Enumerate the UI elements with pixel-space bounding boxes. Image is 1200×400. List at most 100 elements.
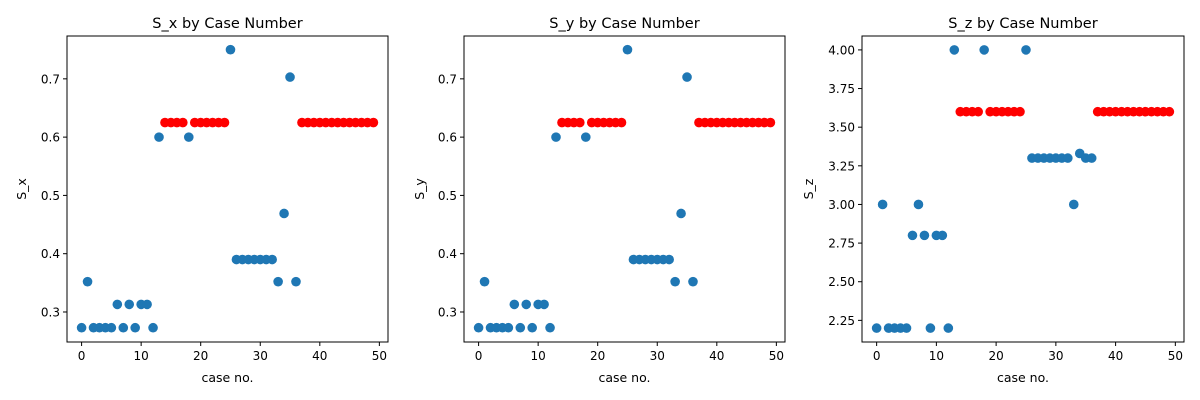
data-point bbox=[273, 276, 283, 287]
data-point bbox=[545, 322, 555, 333]
y-tick-label: 0.5 bbox=[41, 189, 60, 203]
y-ticks: 0.3 0.4 0.5 0.6 0.7 bbox=[438, 72, 464, 319]
data-point bbox=[1068, 199, 1079, 210]
x-ticks: 0 10 20 30 40 50 bbox=[475, 342, 784, 363]
chart-title: S_x by Case Number bbox=[152, 16, 302, 32]
data-point bbox=[521, 299, 532, 310]
x-tick-label: 30 bbox=[650, 349, 665, 363]
data-point bbox=[937, 230, 948, 241]
data-point bbox=[979, 45, 989, 55]
subplot-sx: S_x by Case Number case no. S_x 0 10 20 30 4… bbox=[14, 16, 389, 385]
data-points bbox=[473, 44, 776, 333]
data-point bbox=[907, 230, 918, 241]
y-tick-label: 4.00 bbox=[828, 43, 855, 57]
y-tick-label: 3.75 bbox=[828, 82, 855, 96]
chart-title: S_y by Case Number bbox=[549, 16, 699, 32]
data-point bbox=[479, 276, 490, 287]
y-tick-label: 0.6 bbox=[41, 131, 60, 145]
x-tick-label: 10 bbox=[929, 349, 944, 363]
x-axis-label: case no. bbox=[201, 370, 253, 385]
x-axis-label: case no. bbox=[997, 370, 1049, 385]
data-point bbox=[178, 117, 188, 128]
subplot-sy: S_y by Case Number case no. S_y 0 10 20 30 4… bbox=[412, 16, 786, 385]
x-tick-label: 50 bbox=[372, 349, 387, 363]
data-point bbox=[124, 299, 135, 310]
x-tick-label: 20 bbox=[590, 349, 605, 363]
data-point bbox=[515, 322, 526, 333]
x-ticks: 0 10 20 30 40 50 bbox=[873, 342, 1183, 363]
y-tick-label: 3.25 bbox=[828, 159, 855, 173]
data-point bbox=[539, 299, 549, 310]
y-tick-label: 0.3 bbox=[438, 305, 457, 319]
x-tick-label: 30 bbox=[1048, 349, 1063, 363]
data-point bbox=[1015, 106, 1025, 117]
data-point bbox=[473, 322, 484, 333]
y-axis-label: S_x bbox=[14, 178, 29, 200]
data-point bbox=[901, 323, 912, 333]
data-point bbox=[1164, 106, 1175, 117]
y-ticks: 0.3 0.4 0.5 0.6 0.7 bbox=[41, 72, 67, 319]
data-point bbox=[279, 208, 289, 219]
subplot-sz: S_z by Case Number case no. S_z 0 10 20 30 4… bbox=[801, 16, 1185, 385]
data-point bbox=[527, 322, 537, 333]
data-point bbox=[925, 323, 936, 333]
y-tick-label: 0.5 bbox=[438, 189, 457, 203]
data-point bbox=[267, 254, 277, 265]
y-tick-label: 0.4 bbox=[41, 247, 60, 261]
y-tick-label: 2.50 bbox=[828, 275, 855, 289]
x-tick-label: 10 bbox=[531, 349, 546, 363]
x-tick-label: 0 bbox=[475, 349, 483, 363]
x-tick-label: 0 bbox=[873, 349, 881, 363]
data-point bbox=[142, 299, 152, 310]
data-point bbox=[688, 276, 698, 287]
x-tick-label: 20 bbox=[988, 349, 1003, 363]
axes-frame bbox=[463, 35, 786, 343]
data-point bbox=[285, 72, 295, 82]
data-point bbox=[765, 117, 776, 128]
y-tick-label: 0.6 bbox=[438, 131, 457, 145]
chart-title: S_z by Case Number bbox=[948, 16, 1097, 32]
y-axis-label: S_z bbox=[801, 178, 816, 199]
axes-frame bbox=[861, 35, 1185, 343]
y-tick-label: 0.3 bbox=[41, 305, 60, 319]
x-tick-label: 40 bbox=[1108, 349, 1123, 363]
y-tick-label: 0.4 bbox=[438, 247, 457, 261]
data-point bbox=[919, 230, 930, 241]
data-point bbox=[225, 44, 236, 55]
x-tick-label: 10 bbox=[134, 349, 149, 363]
data-point bbox=[1063, 153, 1073, 163]
data-point bbox=[130, 322, 140, 333]
data-point bbox=[580, 132, 591, 142]
data-point bbox=[877, 199, 888, 210]
data-point bbox=[682, 72, 692, 82]
data-point bbox=[118, 322, 129, 333]
data-point bbox=[664, 254, 674, 265]
data-point bbox=[949, 45, 960, 55]
y-tick-label: 0.7 bbox=[41, 72, 60, 86]
data-point bbox=[551, 132, 561, 142]
data-points bbox=[76, 44, 379, 333]
data-point bbox=[82, 276, 93, 287]
data-point bbox=[368, 117, 379, 128]
data-point bbox=[1086, 153, 1097, 163]
data-point bbox=[509, 299, 520, 310]
data-point bbox=[106, 322, 117, 333]
x-ticks: 0 10 20 30 40 50 bbox=[78, 342, 387, 363]
x-tick-label: 40 bbox=[709, 349, 724, 363]
data-point bbox=[503, 322, 514, 333]
data-point bbox=[76, 322, 87, 333]
data-point bbox=[1021, 45, 1031, 55]
data-point bbox=[943, 323, 954, 333]
data-point bbox=[291, 276, 301, 287]
x-axis-label: case no. bbox=[598, 370, 650, 385]
data-point bbox=[183, 132, 194, 142]
x-tick-label: 0 bbox=[78, 349, 86, 363]
data-point bbox=[219, 117, 230, 128]
data-point bbox=[112, 299, 123, 310]
x-tick-label: 20 bbox=[193, 349, 208, 363]
data-point bbox=[913, 199, 924, 210]
data-point bbox=[670, 276, 680, 287]
y-tick-label: 3.00 bbox=[828, 198, 855, 212]
x-tick-label: 50 bbox=[769, 349, 784, 363]
